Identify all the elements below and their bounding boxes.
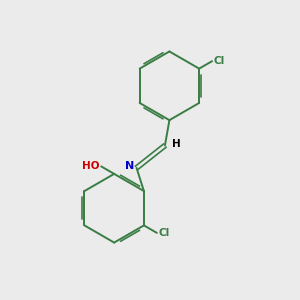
Text: Cl: Cl bbox=[158, 228, 169, 238]
Text: N: N bbox=[125, 161, 134, 171]
Text: HO: HO bbox=[82, 161, 100, 171]
Text: Cl: Cl bbox=[214, 56, 225, 66]
Text: H: H bbox=[172, 139, 181, 149]
